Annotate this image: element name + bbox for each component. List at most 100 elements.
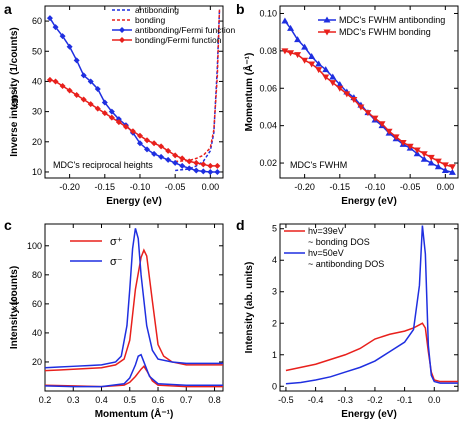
series-1-point [301,57,309,64]
series-0-point [329,73,337,80]
series-3-point [108,114,115,121]
y-tick-label: 50 [32,46,42,56]
series-3-point [165,147,172,154]
series-3-line [44,353,223,388]
x-tick-label: 0.7 [180,395,193,405]
series-3-point [158,143,165,150]
series-3-point [101,110,108,117]
legend-marker [119,27,125,33]
series-3-point [136,132,143,139]
x-tick-label: 0.2 [39,395,52,405]
series-3-line [49,79,218,167]
legend-label: antibonding/Fermi function [135,25,235,35]
y-tick-label: 100 [27,241,42,251]
series-1-point [294,52,302,59]
series-3-point [115,119,122,126]
series-3-point [52,78,59,85]
y-axis-label: Inverse intensity (1/counts) [9,27,20,156]
y-tick-label: 2 [272,318,277,328]
series-2-point [200,168,207,175]
panel-a: -0.20 -0.15 -0.10 -0.05 0.00 10 20 30 40 50 60 Ener… [9,5,235,207]
series-2-point [193,167,200,174]
plot-frame [279,5,459,179]
series-0-point [322,66,330,73]
x-tick-label: -0.15 [95,182,116,192]
y-tick-label: 0.06 [259,83,277,93]
legend-description: ~ antibonding DOS [308,259,384,269]
series-3-point [207,162,214,169]
series-2-point [179,162,186,169]
series-2-point [158,153,165,160]
annotation: MDC's reciprocal heights [53,160,153,170]
series-1-point [385,128,393,135]
series-1-point [448,164,456,171]
legend-label: antibonding [135,5,179,15]
y-tick-label: 3 [272,287,277,297]
series-2-point [87,78,94,85]
series-2-point [52,24,59,31]
series-3-point [94,105,101,112]
x-tick-label: -0.05 [400,182,421,192]
series-3-point [129,128,136,135]
legend-marker [323,16,331,23]
series-2-point [172,159,179,166]
legend-label: bonding [135,15,166,25]
series-1-point [399,139,407,146]
series-1-point [329,80,337,87]
series-2-point [108,108,115,115]
x-tick-label: 0.4 [95,395,108,405]
series-0-point [315,60,323,67]
series-3-point [80,96,87,103]
y-tick-label: 5 [272,224,277,234]
series-1-point [392,134,400,141]
series-1-point [308,61,316,68]
legend-label: hν=50eV [308,248,344,258]
series-1-point [343,91,351,98]
series-3-point [73,92,80,99]
series-2-point [46,15,53,22]
series-2-point [207,168,214,175]
series-3-point [179,155,186,162]
series-0-point [308,52,316,59]
series-0-line [44,248,223,372]
series-1-point [281,48,289,55]
y-tick-label: 0.08 [259,46,277,56]
series-2-point [101,99,108,106]
panel-c: 0.2 0.3 0.4 0.5 0.6 0.7 0.8 20 40 60 80 100 Momentum… [9,223,224,420]
annotation: MDC's FWHM [290,160,347,170]
series-3-point [200,161,207,168]
y-tick-label: 80 [32,270,42,280]
x-axis-label: Energy (eV) [106,196,162,207]
series-3-point [193,159,200,166]
y-tick-label: 20 [32,137,42,147]
series-0-point [294,36,302,43]
series-0-point [434,163,442,170]
series-2-point [165,156,172,163]
series-0-point [287,24,295,31]
x-tick-label: -0.1 [397,395,413,405]
series-1-point [413,147,421,154]
x-tick-label: -0.05 [165,182,186,192]
series-1-point [336,85,344,92]
series-0-point [336,81,344,88]
legend-label: bonding/Fermi function [135,35,222,45]
x-axis-label: Energy (eV) [341,196,397,207]
series-2-point [94,85,101,92]
series-3-point [144,137,151,144]
series-1-point [434,158,442,165]
legend-label: σ⁺ [110,236,123,248]
series-0-point [281,17,289,24]
series-1-point [420,151,428,158]
series-1-point [322,74,330,81]
y-axis-label: Intensity (counts) [9,266,20,349]
panel-d: -0.5 -0.4 -0.3 -0.2 -0.1 0.0 0 1 2 3 4 5 Energy (eV)… [244,223,459,420]
series-0-point [301,43,309,50]
series-1-point [378,121,386,128]
series-1-point [287,50,295,57]
series-2-point [186,165,193,172]
legend-marker [119,37,125,43]
y-tick-label: 40 [32,328,42,338]
series-3-point [59,82,66,89]
x-axis-label: Momentum (Å⁻¹) [95,407,174,420]
